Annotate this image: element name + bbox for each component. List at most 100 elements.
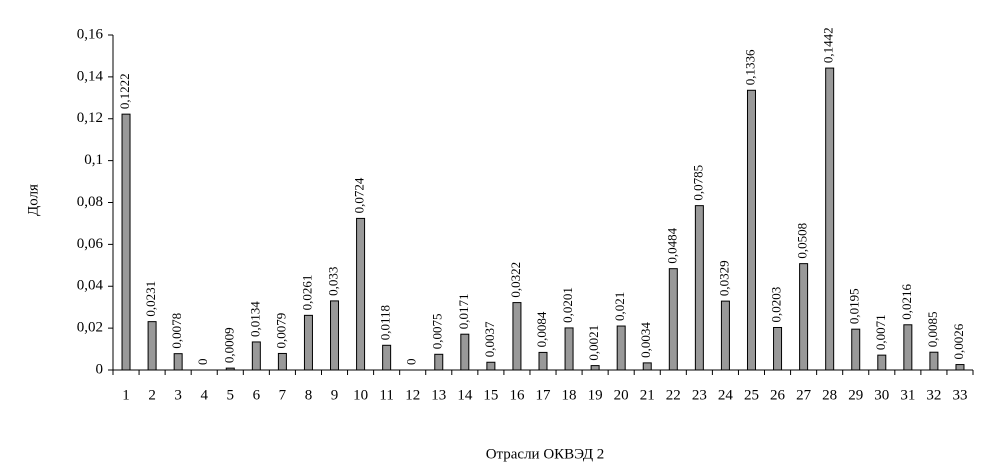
- bar: [877, 354, 887, 371]
- x-tick-label: 14: [457, 387, 473, 403]
- bar: [825, 67, 835, 371]
- x-tick-label: 28: [822, 387, 837, 403]
- x-tick-label: 6: [253, 387, 261, 403]
- x-tick-label: 19: [588, 387, 603, 403]
- y-tick-label: 0,04: [77, 278, 104, 294]
- bar: [903, 324, 913, 371]
- bar: [382, 344, 392, 371]
- x-tick-label: 33: [952, 387, 967, 403]
- x-tick-label: 7: [279, 387, 287, 403]
- y-tick-label: 0,08: [77, 194, 103, 210]
- bar: [616, 325, 626, 371]
- value-label: 0: [404, 359, 419, 366]
- x-tick-label: 13: [431, 387, 446, 403]
- y-tick-label: 0,06: [77, 236, 104, 252]
- bar: [851, 328, 861, 371]
- x-tick-label: 24: [718, 387, 734, 403]
- bar: [147, 321, 157, 371]
- x-tick-label: 21: [640, 387, 655, 403]
- bar: [590, 365, 600, 371]
- value-label: 0,0195: [847, 288, 862, 324]
- x-tick-label: 4: [200, 387, 208, 403]
- x-tick-label: 10: [353, 387, 368, 403]
- x-axis-label: Отрасли ОКВЭД 2: [486, 446, 605, 462]
- bar: [486, 361, 496, 371]
- bar: [668, 268, 678, 371]
- x-tick-label: 2: [148, 387, 156, 403]
- value-label: 0,0785: [690, 165, 705, 201]
- x-tick-label: 3: [174, 387, 182, 403]
- bar: [121, 113, 131, 371]
- value-label: 0,0322: [508, 262, 523, 298]
- x-tick-label: 5: [227, 387, 235, 403]
- bar: [694, 205, 704, 371]
- y-tick-label: 0,14: [77, 68, 104, 84]
- y-axis-label: Доля: [25, 184, 41, 216]
- x-tick-label: 23: [692, 387, 707, 403]
- x-tick-label: 26: [770, 387, 786, 403]
- bar: [225, 367, 235, 371]
- value-label: 0,021: [612, 292, 627, 321]
- bar: [277, 352, 287, 371]
- y-tick-label: 0,1: [84, 152, 103, 168]
- value-label: 0,0203: [769, 287, 784, 323]
- x-tick-label: 9: [331, 387, 339, 403]
- y-tick-label: 0,16: [77, 26, 104, 42]
- value-label: 0,1442: [821, 27, 836, 63]
- value-label: 0,0078: [169, 313, 184, 349]
- value-label: 0,0084: [534, 311, 549, 347]
- value-label: 0,0021: [586, 325, 601, 361]
- x-tick-label: 15: [483, 387, 498, 403]
- x-tick-label: 29: [848, 387, 863, 403]
- x-tick-label: 8: [305, 387, 313, 403]
- value-label: 0,0118: [378, 305, 393, 340]
- value-label: 0,0079: [273, 313, 288, 349]
- value-label: 0,0037: [482, 321, 497, 357]
- value-label: 0,033: [325, 267, 340, 296]
- bar: [460, 333, 470, 371]
- x-tick-label: 25: [744, 387, 759, 403]
- value-label: 0,0075: [430, 314, 445, 350]
- bar: [929, 351, 939, 371]
- bar: [330, 300, 340, 371]
- bar: [173, 353, 183, 371]
- value-label: 0,0009: [221, 327, 236, 363]
- value-label: 0,0171: [456, 293, 471, 329]
- x-tick-label: 1: [122, 387, 130, 403]
- bar: [512, 302, 522, 371]
- x-tick-label: 16: [509, 387, 525, 403]
- x-tick-label: 27: [796, 387, 812, 403]
- x-tick-label: 31: [900, 387, 915, 403]
- x-tick-label: 12: [405, 387, 420, 403]
- value-label: 0,0231: [143, 281, 158, 317]
- value-label: 0,1336: [742, 49, 757, 85]
- bar: [720, 300, 730, 371]
- x-tick-label: 18: [562, 387, 577, 403]
- value-label: 0,1222: [117, 73, 132, 109]
- value-label: 0,0034: [638, 322, 653, 358]
- bar: [538, 351, 548, 371]
- x-tick-label: 20: [614, 387, 629, 403]
- bar: [303, 314, 313, 371]
- value-label: 0,0216: [899, 284, 914, 320]
- bar: [746, 89, 756, 371]
- bar: [955, 364, 965, 371]
- bar: [251, 341, 261, 371]
- bar: [434, 353, 444, 371]
- value-label: 0,0508: [795, 223, 810, 259]
- x-tick-label: 30: [874, 387, 889, 403]
- value-label: 0,0085: [925, 311, 940, 347]
- bar: [642, 362, 652, 371]
- value-label: 0: [195, 359, 210, 366]
- value-label: 0,0261: [299, 275, 314, 311]
- y-tick-label: 0,02: [77, 320, 103, 336]
- x-tick-label: 22: [666, 387, 681, 403]
- x-tick-label: 17: [536, 387, 552, 403]
- x-tick-label: 32: [926, 387, 941, 403]
- value-label: 0,0484: [664, 227, 679, 263]
- value-label: 0,0724: [352, 177, 367, 213]
- bar: [773, 326, 783, 371]
- value-label: 0,0134: [247, 301, 262, 337]
